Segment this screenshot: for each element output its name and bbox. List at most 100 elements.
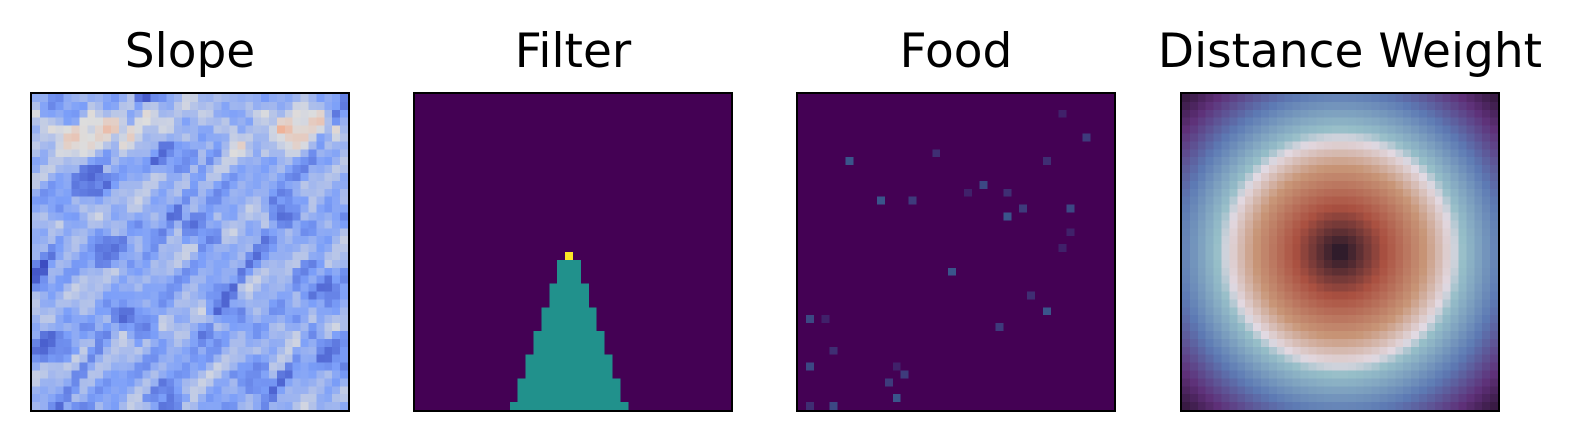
distance-cell <box>1300 188 1309 197</box>
slope-cell <box>237 236 246 245</box>
distance-cell <box>1395 196 1404 205</box>
distance-cell <box>1316 94 1325 103</box>
slope-cell <box>221 362 230 371</box>
distance-cell <box>1189 220 1198 229</box>
distance-cell <box>1340 354 1349 363</box>
distance-cell <box>1450 228 1459 237</box>
distance-cell <box>1347 283 1356 292</box>
food-cell <box>845 157 854 166</box>
distance-cell <box>1268 157 1277 166</box>
distance-cell <box>1308 346 1317 355</box>
slope-cell <box>166 188 175 197</box>
slope-cell <box>245 141 254 150</box>
distance-cell <box>1450 354 1459 363</box>
slope-cell <box>71 244 80 253</box>
slope-cell <box>237 299 246 308</box>
distance-cell <box>1403 173 1412 182</box>
distance-cell <box>1182 173 1191 182</box>
distance-cell <box>1245 299 1254 308</box>
slope-cell <box>300 228 309 237</box>
slope-cell <box>229 362 238 371</box>
slope-cell <box>276 188 285 197</box>
distance-cell <box>1490 283 1498 292</box>
distance-cell <box>1332 362 1341 371</box>
distance-cell <box>1395 236 1404 245</box>
distance-cell <box>1308 125 1317 134</box>
distance-cell <box>1205 244 1214 253</box>
distance-cell <box>1387 149 1396 158</box>
slope-cell <box>126 101 135 110</box>
slope-cell <box>221 101 230 110</box>
distance-cell <box>1371 101 1380 110</box>
distance-cell <box>1229 275 1238 284</box>
distance-cell <box>1245 331 1254 340</box>
slope-cell <box>103 386 112 395</box>
slope-cell <box>308 94 317 103</box>
distance-cell <box>1379 259 1388 268</box>
distance-cell <box>1355 362 1364 371</box>
slope-cell <box>55 354 64 363</box>
distance-cell <box>1253 228 1262 237</box>
distance-cell <box>1276 291 1285 300</box>
slope-cell <box>142 196 151 205</box>
slope-cell <box>158 386 167 395</box>
slope-cell <box>229 149 238 158</box>
distance-cell <box>1371 220 1380 229</box>
distance-cell <box>1324 228 1333 237</box>
slope-cell <box>158 220 167 229</box>
slope-cell <box>276 141 285 150</box>
slope-cell <box>213 196 222 205</box>
slope-cell <box>166 275 175 284</box>
distance-cell <box>1363 109 1372 118</box>
slope-cell <box>95 133 104 142</box>
distance-cell <box>1292 252 1301 261</box>
distance-cell <box>1213 220 1222 229</box>
slope-cell <box>32 101 41 110</box>
distance-cell <box>1205 94 1214 103</box>
distance-cell <box>1261 362 1270 371</box>
slope-cell <box>39 117 48 126</box>
distance-cell <box>1221 386 1230 395</box>
slope-cell <box>205 212 214 221</box>
distance-cell <box>1213 94 1222 103</box>
distance-cell <box>1237 394 1246 403</box>
slope-cell <box>190 259 199 268</box>
slope-cell <box>126 204 135 213</box>
distance-cell <box>1340 331 1349 340</box>
slope-cell <box>308 149 317 158</box>
distance-cell <box>1379 109 1388 118</box>
distance-cell <box>1387 165 1396 174</box>
distance-cell <box>1466 180 1475 189</box>
distance-cell <box>1237 346 1246 355</box>
slope-cell <box>126 236 135 245</box>
distance-cell <box>1213 204 1222 213</box>
distance-cell <box>1363 173 1372 182</box>
slope-cell <box>55 117 64 126</box>
slope-cell <box>190 354 199 363</box>
distance-cell <box>1450 141 1459 150</box>
slope-cell <box>174 386 183 395</box>
distance-cell <box>1474 236 1483 245</box>
distance-cell <box>1308 204 1317 213</box>
distance-cell <box>1419 188 1428 197</box>
distance-cell <box>1300 101 1309 110</box>
slope-cell <box>134 236 143 245</box>
slope-cell <box>95 101 104 110</box>
slope-cell <box>142 315 151 324</box>
slope-cell <box>158 362 167 371</box>
distance-cell <box>1340 394 1349 403</box>
distance-cell <box>1221 299 1230 308</box>
distance-cell <box>1316 188 1325 197</box>
slope-cell <box>300 94 309 103</box>
slope-cell <box>221 315 230 324</box>
slope-cell <box>284 323 293 332</box>
distance-cell <box>1332 275 1341 284</box>
slope-cell <box>324 228 333 237</box>
slope-cell <box>205 125 214 134</box>
distance-cell <box>1340 259 1349 268</box>
slope-cell <box>39 244 48 253</box>
distance-cell <box>1245 228 1254 237</box>
slope-cell <box>229 141 238 150</box>
distance-cell <box>1474 267 1483 276</box>
distance-cell <box>1229 299 1238 308</box>
